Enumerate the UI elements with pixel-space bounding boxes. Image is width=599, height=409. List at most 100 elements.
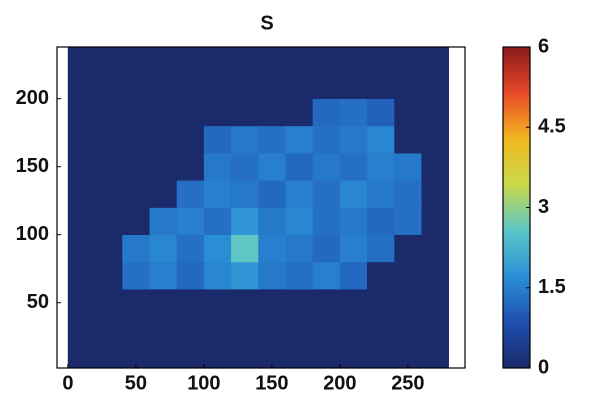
heatmap-cell <box>312 153 341 181</box>
heatmap-cell <box>421 261 449 290</box>
heatmap-cell <box>231 316 259 344</box>
colorbar-tick-label: 0 <box>538 356 549 378</box>
heatmap-cell <box>367 261 395 290</box>
heatmap-cell <box>312 71 341 99</box>
heatmap-cell <box>67 71 96 99</box>
heatmap-cell <box>203 153 232 181</box>
heatmap-cell <box>67 234 96 263</box>
colorbar <box>503 47 530 368</box>
x-tick-label: 250 <box>391 372 424 394</box>
heatmap-cell <box>258 47 286 72</box>
heatmap-cell <box>95 153 123 181</box>
heatmap-cell <box>67 289 96 317</box>
heatmap-cell <box>203 289 232 317</box>
heatmap-cell <box>258 71 286 99</box>
colorbar-tick-label: 1.5 <box>538 276 566 298</box>
heatmap-cell <box>176 125 205 154</box>
heatmap-cell <box>231 289 259 317</box>
heatmap-cell <box>203 125 232 154</box>
heatmap-cell <box>231 234 259 263</box>
heatmap-cell <box>231 71 259 99</box>
heatmap-cell <box>203 207 232 236</box>
heatmap-cell <box>367 180 395 208</box>
heatmap-cell <box>394 98 422 127</box>
heatmap-cell <box>176 98 205 127</box>
heatmap-cell <box>95 207 123 236</box>
heatmap-cell <box>285 180 313 208</box>
heatmap-cell <box>67 261 96 290</box>
heatmap-cell <box>394 207 422 236</box>
heatmap-cell <box>203 234 232 263</box>
heatmap-cell <box>176 180 205 208</box>
heatmap-cell <box>122 316 150 344</box>
heatmap-cell <box>95 234 123 263</box>
heatmap-cell <box>176 207 205 236</box>
heatmap-cell <box>285 98 313 127</box>
colorbar-tick-label: 4.5 <box>538 116 566 138</box>
heatmap-cell <box>203 316 232 344</box>
x-tick-label: 150 <box>255 372 288 394</box>
heatmap-cell <box>312 47 341 72</box>
heatmap-cell <box>394 261 422 290</box>
heatmap-cell <box>367 47 395 72</box>
heatmap-cell <box>203 71 232 99</box>
heatmap-cell <box>258 261 286 290</box>
x-tick-label: 100 <box>187 372 220 394</box>
heatmap-cell <box>367 125 395 154</box>
heatmap-cell <box>367 234 395 263</box>
heatmap-cell <box>285 125 313 154</box>
heatmap-cell <box>231 98 259 127</box>
heatmap-cell <box>67 153 96 181</box>
heatmap-cell <box>149 153 177 181</box>
heatmap-cell <box>122 47 150 72</box>
heatmap-cell <box>367 71 395 99</box>
heatmap-cell <box>339 289 368 317</box>
heatmap-cell <box>394 125 422 154</box>
heatmap-cell <box>312 125 341 154</box>
heatmap-cell <box>67 125 96 154</box>
heatmap-cell <box>258 180 286 208</box>
heatmap-cell <box>95 125 123 154</box>
heatmap-cell <box>339 98 368 127</box>
chart-title: S <box>260 12 273 34</box>
heatmap-cell <box>258 289 286 317</box>
heatmap-cell <box>421 289 449 317</box>
heatmap-cell <box>67 207 96 236</box>
heatmap-cell <box>339 316 368 344</box>
heatmap-cell <box>122 153 150 181</box>
y-tick-label: 150 <box>16 155 49 177</box>
heatmap-cell <box>285 234 313 263</box>
heatmap-cell <box>67 47 96 72</box>
heatmap-cell <box>339 180 368 208</box>
heatmap-cell <box>203 261 232 290</box>
heatmap-cell <box>421 71 449 99</box>
heatmap-cell <box>367 207 395 236</box>
heatmap-cell <box>95 261 123 290</box>
heatmap-cell <box>394 153 422 181</box>
heatmap-cell <box>149 98 177 127</box>
heatmap-cell <box>285 71 313 99</box>
colorbar-tick-label: 3 <box>538 196 549 218</box>
x-tick-label: 50 <box>125 372 147 394</box>
heatmap-cell <box>67 180 96 208</box>
heatmap-cell <box>339 207 368 236</box>
heatmap-cell <box>312 289 341 317</box>
heatmap-cell <box>203 98 232 127</box>
heatmap-cell <box>231 207 259 236</box>
heatmap-cell <box>312 98 341 127</box>
heatmap-cell <box>67 316 96 344</box>
y-tick-label: 100 <box>16 223 49 245</box>
heatmap-cell <box>367 289 395 317</box>
colorbar-tick-label: 6 <box>538 35 549 57</box>
heatmap-cell <box>176 153 205 181</box>
heatmap-cell <box>122 98 150 127</box>
heatmap-cell <box>394 47 422 72</box>
heatmap-cell <box>421 47 449 72</box>
heatmap-cell <box>231 261 259 290</box>
heatmap-cell <box>285 343 313 369</box>
heatmap-cell <box>394 316 422 344</box>
heatmap-cell <box>122 234 150 263</box>
heatmap-cell <box>95 71 123 99</box>
y-tick-label: 50 <box>27 291 49 313</box>
